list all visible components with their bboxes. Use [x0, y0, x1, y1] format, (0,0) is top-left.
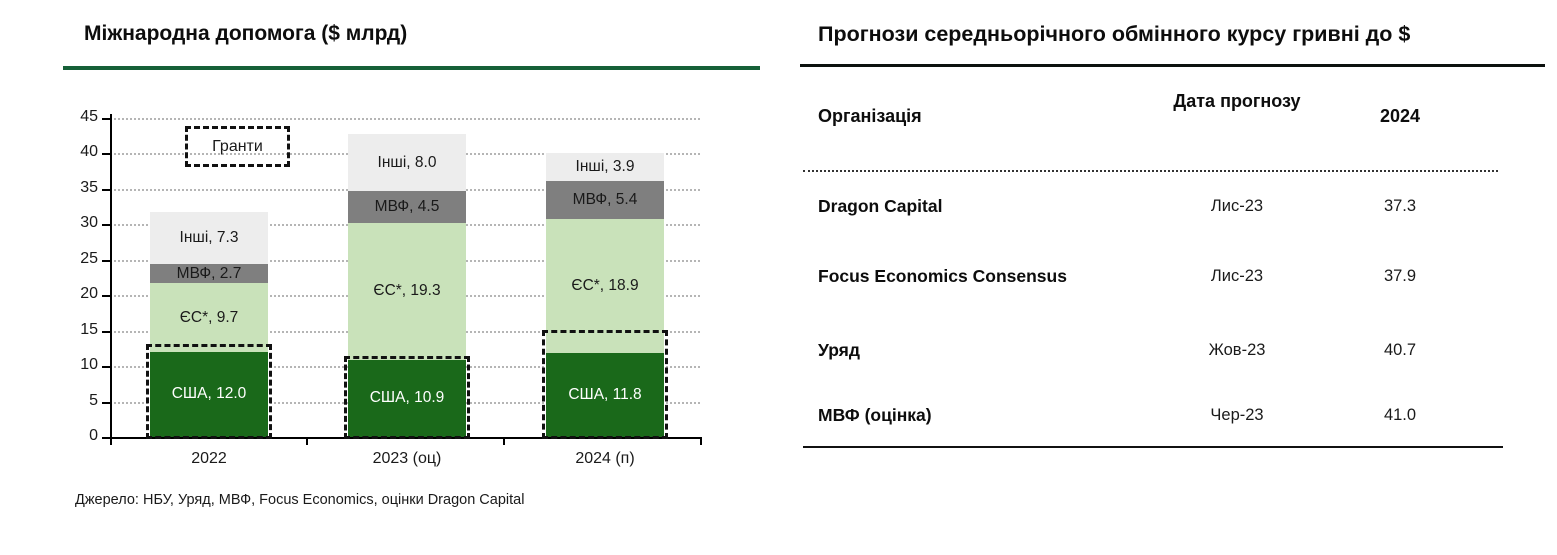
grants-legend-label: Гранти [212, 137, 263, 155]
x-axis-category-label: 2022 [191, 450, 227, 467]
y-axis-tick-label: 30 [80, 214, 98, 232]
chart-title: Міжнародна допомога ($ млрд) [84, 22, 408, 45]
forecast-value-cell: 40.7 [1383, 341, 1417, 359]
bar-segment-Інші: Інші, 3.9 [546, 153, 664, 182]
x-axis-category-label: 2024 (п) [575, 450, 635, 467]
bar-segment-МВФ: МВФ, 4.5 [348, 191, 466, 223]
bar-segment-МВФ: МВФ, 5.4 [546, 181, 664, 220]
bar-segment-США: США, 12.0 [150, 351, 268, 437]
x-axis-category-label: 2023 (оц) [372, 450, 442, 467]
y-axis-tick-label: 35 [80, 178, 98, 196]
chart-title-underline [63, 66, 760, 70]
bar-segment-label: МВФ, 2.7 [176, 264, 242, 282]
grants-dashed-box [344, 356, 470, 439]
y-axis-tick-mark [102, 366, 110, 369]
forecast-value-cell: 37.9 [1383, 267, 1417, 285]
bar-segment-Інші: Інші, 8.0 [348, 134, 466, 191]
bar-segment-label: США, 10.9 [369, 389, 445, 407]
column-header-forecast-date: Дата прогнозу [1173, 91, 1301, 111]
y-axis-tick-mark [102, 437, 110, 439]
bar-segment-label: Інші, 8.0 [377, 153, 437, 171]
stacked-bar-chart: 0 5 10 15 20 25 30 35 40 45 США, 12.0 ЄС*, 9.7 МВФ, … [80, 108, 702, 467]
forecast-value-cell: 37.3 [1383, 197, 1417, 215]
y-axis-tick-mark [102, 330, 110, 333]
y-axis-tick-mark [102, 118, 110, 120]
y-axis-tick-mark [102, 259, 110, 262]
y-axis-tick-label: 25 [80, 249, 98, 267]
forecast-date-cell: Чер-23 [1210, 406, 1264, 424]
bar-segment-label: США, 12.0 [171, 385, 247, 403]
bar-segment-label: ЄС*, 19.3 [373, 282, 441, 300]
forecast-date-cell: Лис-23 [1210, 197, 1264, 215]
y-axis-tick-label: 15 [80, 320, 98, 338]
x-axis-tick-mark [503, 437, 505, 445]
y-axis-line [110, 114, 112, 443]
bar-segment-label: США, 11.8 [568, 386, 642, 404]
org-cell: Dragon Capital [818, 196, 943, 216]
grants-dashed-box [146, 344, 272, 439]
org-cell: Уряд [818, 340, 860, 360]
column-header-organization: Організація [818, 106, 922, 126]
y-axis-tick-label: 0 [89, 427, 98, 444]
y-axis-tick-label: 10 [80, 356, 98, 374]
bar-segment-США: США, 11.8 [546, 353, 664, 437]
grants-dashed-box [542, 329, 668, 439]
table-title: Прогнози середньорічного обмінного курсу… [818, 22, 1411, 46]
bar-segment-label: Інші, 3.9 [575, 158, 635, 176]
x-axis-tick-mark [110, 437, 112, 445]
forecast-date-cell: Жов-23 [1208, 341, 1266, 359]
bar-segment-МВФ: МВФ, 2.7 [150, 264, 268, 284]
bar-segment-label: МВФ, 5.4 [572, 191, 638, 209]
y-axis-tick-label: 20 [80, 285, 98, 303]
bar-segment-ЄС*: ЄС*, 9.7 [150, 283, 268, 352]
source-note: Джерело: НБУ, Уряд, МВФ, Focus Economics… [75, 492, 525, 508]
table-header-separator [803, 170, 1498, 172]
y-axis-tick-mark [102, 401, 110, 404]
y-axis-tick-mark [102, 295, 110, 298]
bar-segment-США: США, 10.9 [348, 359, 466, 437]
column-header-2024: 2024 [1379, 106, 1421, 126]
bar-segment-label: ЄС*, 9.7 [179, 308, 239, 326]
y-axis-tick-mark [102, 188, 110, 191]
bar-segment-Інші: Інші, 7.3 [150, 212, 268, 265]
table-bottom-border [803, 446, 1503, 448]
gridline [110, 118, 700, 120]
table-title-underline [800, 64, 1545, 67]
org-cell: Focus Economics Consensus [818, 266, 1067, 286]
y-axis-tick-mark [102, 153, 110, 156]
bar-segment-ЄС*: ЄС*, 19.3 [348, 222, 466, 360]
x-axis-tick-mark [306, 437, 308, 445]
forecast-date-cell: Лис-23 [1210, 267, 1264, 285]
x-axis-tick-mark [700, 437, 702, 445]
forecast-value-cell: 41.0 [1383, 406, 1417, 424]
grants-legend-box: Гранти [185, 126, 290, 167]
bar-segment-label: МВФ, 4.5 [374, 197, 440, 215]
y-axis-tick-label: 5 [89, 391, 98, 409]
bar-segment-label: ЄС*, 18.9 [571, 277, 639, 295]
y-axis-tick-label: 40 [80, 143, 98, 161]
y-axis-tick-label: 45 [80, 108, 98, 125]
bar-segment-label: Інші, 7.3 [179, 229, 239, 247]
org-cell: МВФ (оцінка) [818, 405, 932, 425]
y-axis-tick-mark [102, 224, 110, 227]
